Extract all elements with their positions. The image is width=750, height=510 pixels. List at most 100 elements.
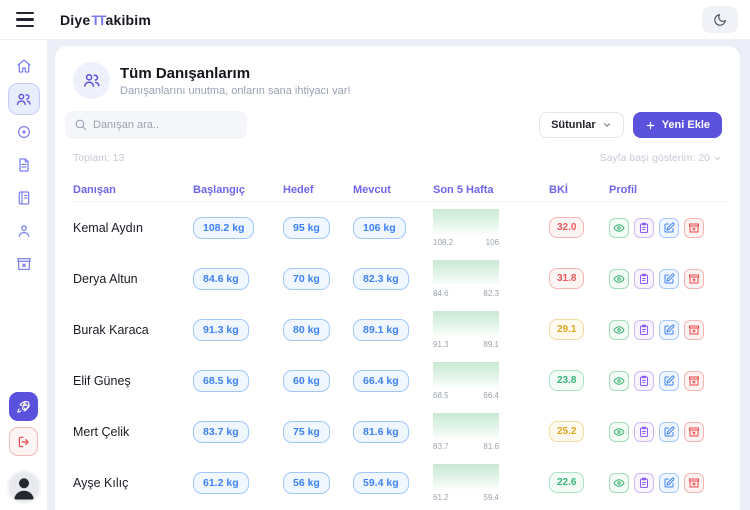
sparkline-start-label: 84.6 [433, 288, 449, 298]
upgrade-button[interactable] [9, 392, 38, 421]
archive-icon [16, 256, 32, 272]
edit-pencil-icon [663, 476, 675, 489]
target-weight-badge: 70 kg [283, 267, 330, 290]
table-row: Burak Karaca 91.3 kg 80 kg 89.1 kg 91.3 … [73, 304, 730, 355]
sparkline-area [433, 259, 499, 286]
delete-client-button[interactable] [684, 370, 704, 391]
client-name: Ayşe Kılıç [73, 475, 129, 490]
sidebar-item-profile[interactable] [8, 215, 40, 247]
clipboard-icon [638, 375, 650, 387]
clients-header-icon [73, 62, 110, 99]
trash-archive-icon [688, 222, 700, 234]
edit-client-button[interactable] [659, 319, 679, 340]
edit-client-button[interactable] [659, 370, 679, 391]
diet-plan-button[interactable] [634, 472, 654, 493]
chevron-down-icon [602, 120, 612, 130]
app-logo: Diye TT akibim [60, 12, 151, 28]
sidebar-item-archive[interactable] [8, 248, 40, 280]
column-header-last5weeks[interactable]: Son 5 Hafta [433, 183, 494, 196]
sparkline-end-label: 81.6 [483, 441, 499, 451]
edit-client-button[interactable] [659, 472, 679, 493]
edit-client-button[interactable] [659, 268, 679, 289]
sidebar-item-home[interactable] [8, 50, 40, 82]
sparkline-end-label: 59.4 [483, 492, 499, 502]
row-actions [609, 370, 730, 391]
current-weight-badge: 59.4 kg [353, 471, 409, 494]
clipboard-icon [638, 426, 650, 438]
edit-pencil-icon [663, 323, 675, 336]
delete-client-button[interactable] [684, 268, 704, 289]
view-client-button[interactable] [609, 472, 629, 493]
add-client-button[interactable]: Yeni Ekle [632, 112, 722, 138]
per-page-selector[interactable]: Sayfa başı gösterim: 20 [600, 152, 722, 164]
weight-sparkline-chart: 61.2 59.4 [433, 463, 499, 502]
column-header-current[interactable]: Mevcut [353, 183, 391, 196]
eye-icon [613, 375, 625, 387]
diet-plan-button[interactable] [634, 370, 654, 391]
sidebar-item-journal[interactable] [8, 182, 40, 214]
home-icon [16, 58, 32, 74]
sidebar-item-clients[interactable] [7, 83, 40, 115]
edit-pencil-icon [663, 374, 675, 387]
trash-archive-icon [688, 477, 700, 489]
current-weight-badge: 82.3 kg [353, 267, 409, 290]
trash-archive-icon [688, 273, 700, 285]
card-header: Tüm Danışanlarım Danışanlarını unutma, o… [65, 60, 730, 99]
column-header-name[interactable]: Danışan [73, 183, 116, 196]
document-icon [16, 157, 32, 173]
moon-icon [713, 13, 727, 27]
page-subtitle: Danışanlarını unutma, onların sana ihtiy… [120, 84, 351, 97]
person-icon [16, 223, 32, 239]
bmi-badge: 22.6 [549, 472, 585, 493]
current-weight-badge: 66.4 kg [353, 369, 409, 392]
diet-plan-button[interactable] [634, 421, 654, 442]
client-name: Kemal Aydın [73, 220, 143, 235]
view-client-button[interactable] [609, 217, 629, 238]
start-weight-badge: 108.2 kg [193, 216, 255, 239]
table-row: Ayşe Kılıç 61.2 kg 56 kg 59.4 kg 61.2 59… [73, 457, 730, 508]
eye-icon [613, 222, 625, 234]
current-weight-badge: 89.1 kg [353, 318, 409, 341]
view-client-button[interactable] [609, 319, 629, 340]
bmi-badge: 23.8 [549, 370, 585, 391]
target-weight-badge: 56 kg [283, 471, 330, 494]
view-client-button[interactable] [609, 421, 629, 442]
eye-icon [613, 477, 625, 489]
start-weight-badge: 84.6 kg [193, 267, 249, 290]
sidebar-item-documents[interactable] [8, 149, 40, 181]
users-icon [15, 91, 32, 108]
delete-client-button[interactable] [684, 217, 704, 238]
user-avatar[interactable] [6, 470, 41, 504]
logout-button[interactable] [9, 427, 38, 456]
table-body: Kemal Aydın 108.2 kg 95 kg 106 kg 108.2 … [73, 202, 730, 510]
sparkline-start-label: 68.5 [433, 390, 449, 400]
sidebar [0, 40, 48, 510]
menu-toggle-button[interactable] [16, 7, 42, 33]
delete-client-button[interactable] [684, 472, 704, 493]
search-box [65, 111, 247, 139]
edit-client-button[interactable] [659, 421, 679, 442]
search-input[interactable] [65, 111, 247, 139]
column-header-target[interactable]: Hedef [283, 183, 314, 196]
sparkline-end-label: 66.4 [483, 390, 499, 400]
delete-client-button[interactable] [684, 421, 704, 442]
column-header-profile[interactable]: Profil [609, 183, 638, 196]
view-client-button[interactable] [609, 268, 629, 289]
sidebar-item-goals[interactable] [8, 116, 40, 148]
diet-plan-button[interactable] [634, 217, 654, 238]
columns-dropdown-button[interactable]: Sütunlar [539, 112, 624, 138]
start-weight-badge: 83.7 kg [193, 420, 249, 443]
view-client-button[interactable] [609, 370, 629, 391]
logout-icon [17, 435, 31, 449]
logo-prefix: Diye [60, 11, 91, 28]
table-row: Kemal Aydın 108.2 kg 95 kg 106 kg 108.2 … [73, 202, 730, 253]
rocket-icon [16, 399, 31, 414]
diet-plan-button[interactable] [634, 268, 654, 289]
diet-plan-button[interactable] [634, 319, 654, 340]
sparkline-area [433, 412, 499, 439]
column-header-start[interactable]: Başlangıç [193, 183, 245, 196]
dark-mode-toggle-button[interactable] [702, 6, 738, 33]
edit-client-button[interactable] [659, 217, 679, 238]
column-header-bmi[interactable]: BKİ [549, 183, 568, 196]
delete-client-button[interactable] [684, 319, 704, 340]
